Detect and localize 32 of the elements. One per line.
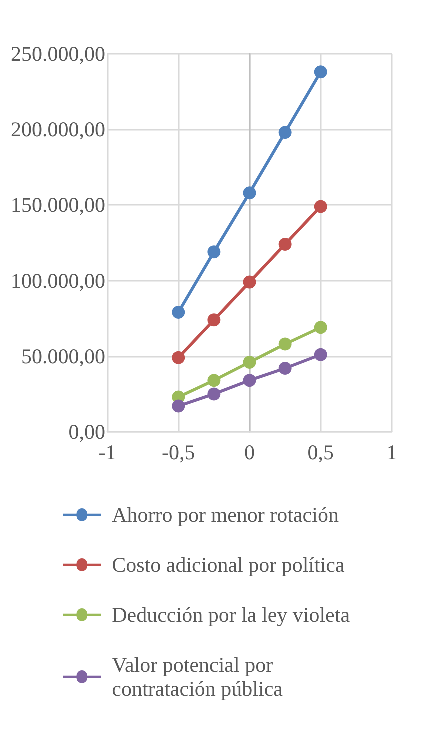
y-tick-label: 200.000,00	[11, 118, 106, 142]
point	[314, 66, 328, 79]
legend-label: Costo adicional por política	[112, 553, 346, 577]
point	[314, 321, 328, 334]
legend-label: Deducción por la ley violeta	[112, 603, 351, 627]
point	[243, 356, 256, 369]
y-tick-label: 100.000,00	[11, 268, 106, 293]
point	[314, 200, 328, 214]
legend-label: Valor potencial por contratación pública	[112, 653, 284, 701]
legend-label: Ahorro por menor rotación	[112, 503, 340, 527]
x-tick-label: 1	[386, 440, 398, 464]
x-tick-label: -0,5	[162, 440, 196, 464]
point	[172, 306, 186, 320]
y-tick-label: 50.000,00	[22, 344, 106, 368]
point	[278, 362, 292, 375]
point	[208, 246, 221, 259]
point	[243, 276, 256, 289]
x-tick-label: 0,5	[308, 440, 334, 464]
point	[208, 314, 221, 327]
point	[208, 374, 221, 388]
point	[208, 388, 221, 401]
point	[278, 126, 292, 140]
point	[278, 238, 292, 252]
point	[314, 348, 328, 362]
x-tick-label: 0	[244, 440, 255, 464]
y-tick-label: 250.000,00	[11, 42, 106, 66]
point	[278, 338, 292, 351]
point	[243, 186, 256, 200]
point	[172, 351, 186, 364]
y-tick-label: 150.000,00	[11, 193, 106, 218]
point	[172, 400, 186, 413]
point	[243, 374, 256, 388]
